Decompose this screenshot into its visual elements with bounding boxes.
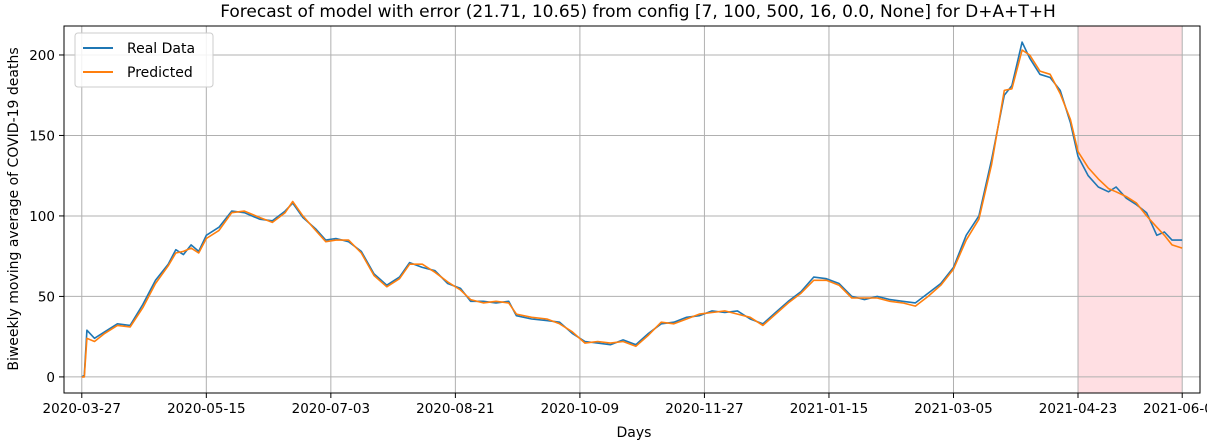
y-tick-label: 50 [38, 289, 55, 305]
x-tick-label: 2020-08-21 [416, 401, 494, 417]
legend-box [74, 32, 214, 88]
y-tick-label: 200 [29, 48, 55, 64]
y-tick-label: 150 [29, 128, 55, 144]
x-tick-label: 2020-05-15 [167, 401, 245, 417]
series-line-real-data [81, 41, 1183, 378]
x-tick-label: 2021-01-15 [790, 401, 868, 417]
x-tick-label: 2020-10-09 [541, 401, 619, 417]
y-tick-label: 0 [46, 370, 55, 386]
forecast-highlight-span [1078, 26, 1183, 393]
x-axis-label: Days [617, 425, 652, 441]
y-axis-label: Biweekly moving average of COVID-19 deat… [6, 47, 22, 370]
y-tick-label: 100 [29, 209, 55, 225]
chart-title: Forecast of model with error (21.71, 10.… [220, 2, 1056, 22]
series-line-predicted [81, 49, 1183, 378]
legend: Real Data Predicted [74, 32, 214, 88]
x-tick-label: 2020-11-27 [665, 401, 743, 417]
x-tick-label: 2020-07-03 [292, 401, 370, 417]
plot-area: 2020-03-27 2020-05-15 2020-07-03 2020-08-21… [29, 25, 1207, 417]
x-tick-label: 2021-06-03 [1143, 401, 1207, 417]
legend-label-predicted: Predicted [127, 65, 193, 81]
x-tick-label: 2020-03-27 [43, 401, 121, 417]
plot-frame [63, 25, 1201, 394]
x-tick-label: 2021-03-05 [914, 401, 992, 417]
legend-label-real-data: Real Data [127, 41, 195, 57]
x-tick-label: 2021-04-23 [1039, 401, 1117, 417]
